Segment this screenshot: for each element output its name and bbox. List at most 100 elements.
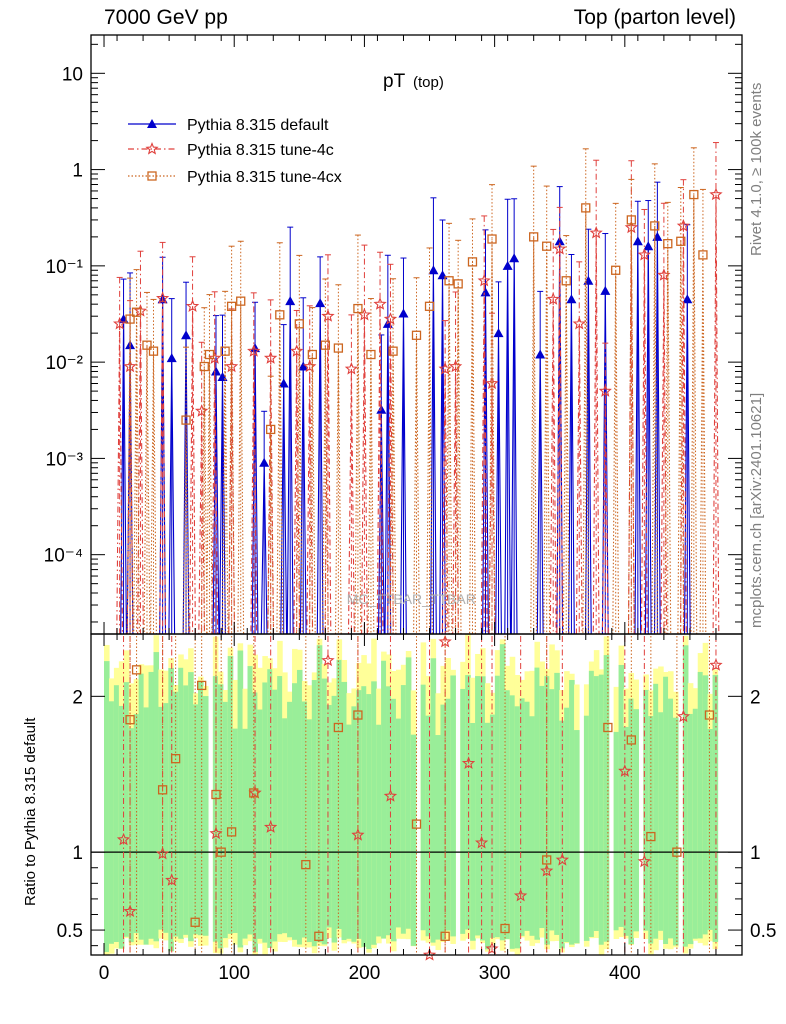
- ratio-band-inner: [153, 652, 160, 942]
- ratio-point: [500, 923, 510, 934]
- ratio-band-inner: [292, 683, 298, 940]
- ratio-band-inner: [287, 701, 293, 938]
- ratio-point: [170, 754, 181, 764]
- data-point: [448, 359, 463, 373]
- ratio-band-inner: [301, 701, 308, 938]
- ratio-band-inner: [163, 703, 169, 933]
- ratio-band-inner: [445, 698, 451, 931]
- ratio-band-inner: [668, 698, 674, 939]
- ratio-band-inner: [588, 670, 595, 937]
- data-point: [366, 349, 376, 360]
- data-point: [199, 361, 209, 372]
- ratio-band-inner: [267, 669, 273, 948]
- data-point: [373, 297, 387, 310]
- data-point: [637, 247, 652, 261]
- data-point: [709, 187, 723, 201]
- data-point: [453, 279, 463, 289]
- ratio-band-inner: [687, 713, 694, 945]
- data-point: [112, 316, 127, 330]
- ratio-band-inner: [351, 706, 357, 942]
- data-point: [321, 309, 335, 322]
- data-point: [437, 270, 448, 280]
- ratio-point: [249, 788, 259, 798]
- ratio-band-inner: [118, 705, 125, 949]
- ratio-point: [248, 785, 262, 799]
- data-point: [247, 344, 261, 357]
- ratio-band-inner: [361, 686, 367, 947]
- ratio-band-inner: [549, 689, 555, 931]
- data-point: [698, 250, 708, 260]
- data-point: [652, 231, 663, 241]
- data-point: [682, 294, 693, 304]
- ratio-point: [321, 653, 335, 667]
- data-point: [131, 307, 142, 317]
- ratio-y-tick-label-right: 2: [750, 687, 761, 708]
- ratio-uncertainty-bands: [104, 634, 719, 955]
- x-tick-label: 0: [99, 963, 110, 984]
- ratio-band-inner: [326, 705, 333, 928]
- ratio-point: [709, 658, 723, 671]
- data-point: [148, 346, 159, 356]
- data-point: [194, 404, 209, 417]
- data-point: [477, 273, 491, 287]
- data-point: [220, 346, 230, 356]
- data-point: [204, 349, 215, 360]
- data-point: [626, 215, 636, 225]
- header-right: Top (parton level): [573, 6, 736, 29]
- ratio-point: [411, 819, 422, 829]
- x-tick-label: 100: [218, 963, 250, 984]
- ratio-point: [513, 888, 528, 902]
- data-point: [561, 276, 571, 286]
- chart-title: pT: [383, 71, 406, 92]
- x-tick-label: 200: [349, 963, 381, 984]
- y-tick-label: 1: [72, 161, 83, 182]
- chart-title-sub: (top): [413, 74, 444, 91]
- data-point: [266, 424, 276, 435]
- ratio-band-inner: [173, 691, 179, 937]
- data-point: [353, 303, 363, 314]
- data-point: [388, 346, 398, 356]
- ratio-band-inner: [470, 723, 476, 941]
- ratio-band-inner: [499, 644, 506, 941]
- data-point: [210, 366, 221, 376]
- ratio-band-inner: [217, 684, 224, 949]
- legend-marker: [147, 119, 157, 128]
- data-point: [166, 353, 177, 363]
- ratio-band-inner: [653, 683, 659, 939]
- legend-item-1: Pythia 8.315 tune-4c: [128, 141, 334, 159]
- ratio-band-inner: [395, 718, 402, 928]
- ratio-point: [618, 764, 632, 777]
- series-2: [125, 147, 708, 635]
- data-point: [583, 275, 594, 285]
- data-point: [589, 225, 603, 239]
- data-point: [181, 330, 192, 340]
- ratio-band-inner: [133, 714, 140, 934]
- ratio-band-inner: [311, 680, 318, 947]
- ratio-band-inner: [336, 659, 343, 930]
- ratio-band-inner: [440, 704, 447, 940]
- ratio-band-inner: [252, 692, 258, 952]
- ratio-band-inner: [702, 675, 709, 935]
- data-point: [502, 260, 513, 270]
- data-point: [650, 221, 660, 231]
- ratio-point: [190, 917, 200, 927]
- data-point: [398, 308, 409, 318]
- data-point: [632, 236, 643, 246]
- ratio-band-inner: [193, 704, 199, 935]
- ratio-band-inner: [539, 685, 545, 929]
- ratio-band-inner: [544, 676, 550, 945]
- data-point: [598, 384, 612, 397]
- data-point: [344, 361, 358, 375]
- ratio-band-inner: [390, 698, 397, 942]
- ratio-point: [211, 789, 221, 800]
- ratio-band-inner: [534, 667, 541, 940]
- legend: Pythia 8.315 default Pythia 8.315 tune-4c…: [128, 117, 342, 186]
- data-point: [383, 312, 398, 325]
- data-point: [487, 234, 497, 244]
- data-point: [275, 310, 285, 320]
- data-point: [142, 340, 152, 350]
- data-point: [553, 241, 567, 255]
- ratio-point: [314, 931, 324, 941]
- data-point: [535, 349, 546, 359]
